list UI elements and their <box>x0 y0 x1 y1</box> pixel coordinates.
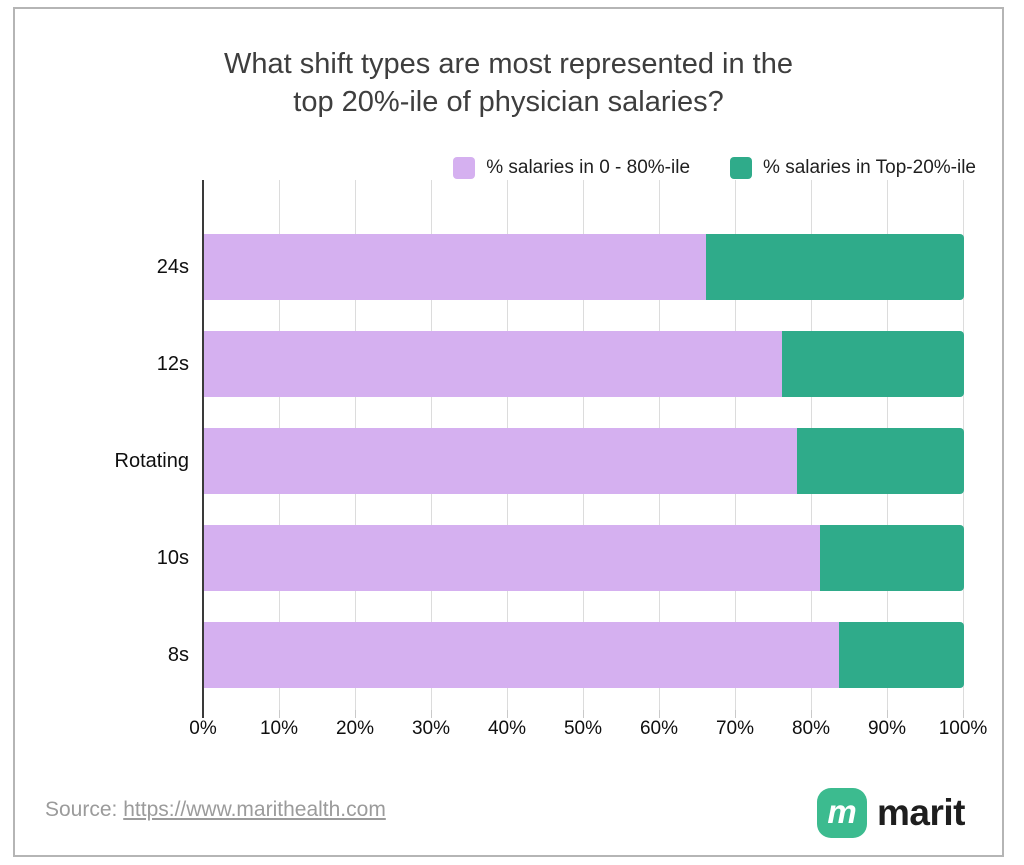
marit-logo-icon: m <box>817 788 868 838</box>
bar-row <box>204 622 964 688</box>
bar-segment-top-20 <box>838 622 964 688</box>
source-prefix: Source: <box>45 798 124 821</box>
category-label: 10s <box>156 546 189 569</box>
legend-label: % salaries in Top-20%-ile <box>763 157 976 178</box>
x-tick-label: 80% <box>791 718 831 739</box>
legend-item-top-20: % salaries in Top-20%-ile <box>730 157 976 179</box>
axis-tick <box>202 710 204 718</box>
bar-row <box>204 331 964 397</box>
legend-label: % salaries in 0 - 80%-ile <box>486 157 691 178</box>
chart-area: What shift types are most represented in… <box>15 9 1002 855</box>
bar-segment-top-20 <box>705 234 964 300</box>
axis-tick <box>279 710 280 718</box>
x-tick-label: 60% <box>639 718 679 739</box>
bar-segment-0-80 <box>204 428 797 494</box>
logo-m-glyph: m <box>827 792 857 830</box>
bar-row <box>204 234 964 300</box>
bar-segment-0-80 <box>204 234 706 300</box>
source-link[interactable]: https://www.marithealth.com <box>123 798 386 821</box>
axis-tick <box>963 710 964 718</box>
source-line: Source: https://www.marithealth.com <box>45 798 386 822</box>
legend: % salaries in 0 - 80%-ile % salaries in … <box>453 157 976 179</box>
x-tick-label: 70% <box>715 718 755 739</box>
axis-tick <box>431 710 432 718</box>
bar-segment-0-80 <box>204 622 839 688</box>
x-tick-label: 0% <box>189 718 217 739</box>
legend-item-0-80: % salaries in 0 - 80%-ile <box>453 157 690 179</box>
axis-tick <box>583 710 584 718</box>
legend-swatch-green <box>730 157 753 179</box>
x-tick-label: 100% <box>938 718 988 739</box>
x-tick-label: 40% <box>487 718 527 739</box>
chart-title-line2: top 20%-ile of physician salaries? <box>293 86 724 118</box>
x-tick-label: 10% <box>259 718 299 739</box>
category-label: Rotating <box>114 449 190 472</box>
legend-swatch-purple <box>453 157 476 179</box>
x-tick-label: 20% <box>335 718 375 739</box>
y-axis-line <box>202 180 204 710</box>
axis-tick <box>735 710 736 718</box>
bar-row <box>204 525 964 591</box>
chart-title-line1: What shift types are most represented in… <box>224 48 793 80</box>
axis-tick <box>887 710 888 718</box>
x-tick-label: 30% <box>411 718 451 739</box>
axis-tick <box>659 710 660 718</box>
bar-row <box>204 428 964 494</box>
x-tick-label: 90% <box>867 718 907 739</box>
brand-name: marit <box>877 792 965 833</box>
category-label: 8s <box>167 643 189 666</box>
bar-segment-top-20 <box>819 525 964 591</box>
x-tick-label: 50% <box>563 718 603 739</box>
bar-segment-0-80 <box>204 525 820 591</box>
category-label: 12s <box>156 352 189 375</box>
bar-segment-top-20 <box>796 428 964 494</box>
category-label: 24s <box>156 255 189 278</box>
chart-title: What shift types are most represented in… <box>15 45 1002 121</box>
brand-logo: m marit <box>817 788 965 838</box>
axis-tick <box>355 710 356 718</box>
bar-segment-top-20 <box>781 331 964 397</box>
axis-tick <box>507 710 508 718</box>
chart-card: What shift types are most represented in… <box>13 7 1004 857</box>
axis-tick <box>811 710 812 718</box>
bar-segment-0-80 <box>204 331 782 397</box>
